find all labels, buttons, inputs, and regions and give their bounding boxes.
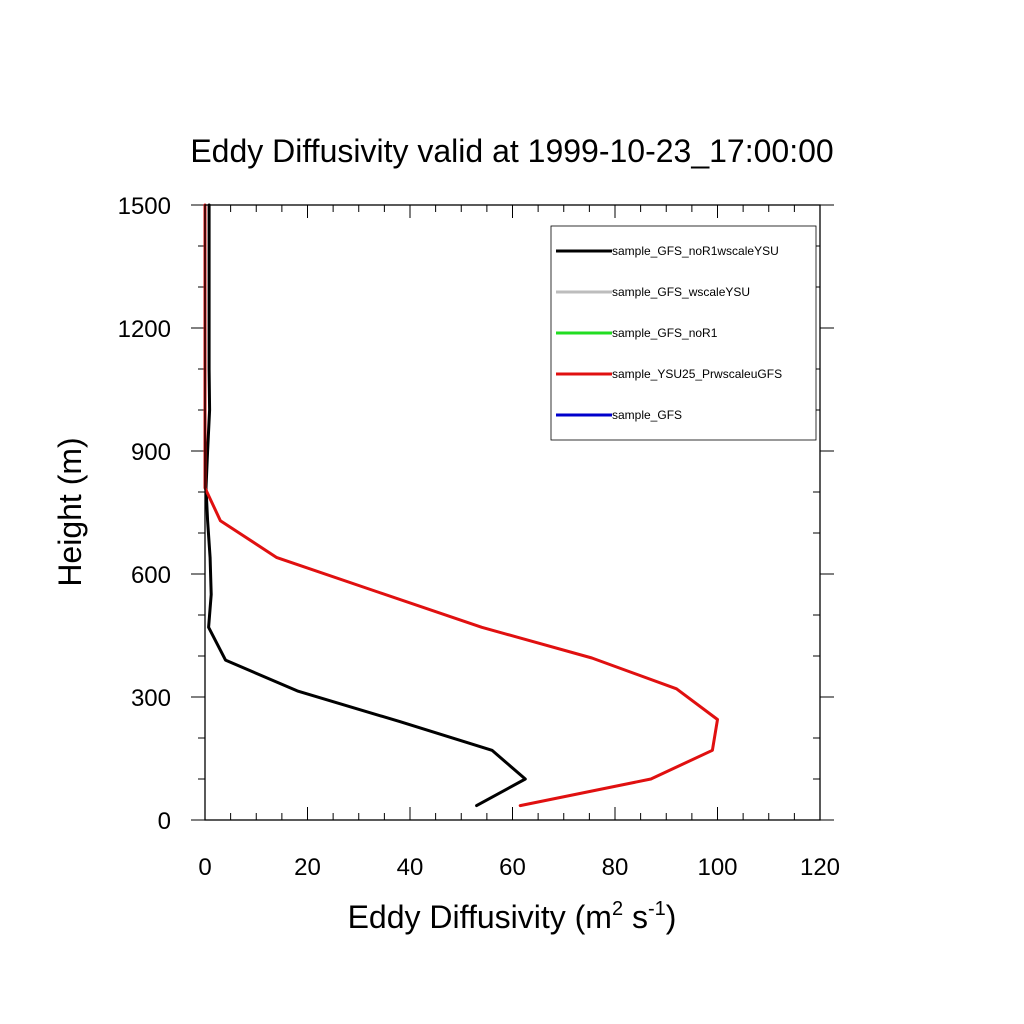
- x-tick-label: 100: [697, 854, 737, 881]
- x-axis-label-mid: s: [623, 899, 648, 935]
- series-line-sample_GFS_noR1wscaleYSU: [204, 203, 527, 808]
- x-tick-label: 0: [198, 854, 211, 881]
- y-tick-label: 1200: [118, 316, 171, 343]
- legend-label-sample_GFS_wscaleYSU: sample_GFS_wscaleYSU: [612, 285, 750, 299]
- ticks-layer: [191, 204, 834, 821]
- x-axis-label: Eddy Diffusivity (m2 s-1): [348, 898, 677, 935]
- x-tick-label: 80: [602, 854, 629, 881]
- y-tick-labels: 0 300 600 900 1200 1500: [118, 193, 171, 835]
- y-tick-label: 1500: [118, 193, 171, 220]
- x-axis-label-sup2: -1: [648, 898, 666, 920]
- x-tick-labels: 0 20 40 60 80 100 120: [198, 854, 840, 881]
- legend-label-sample_GFS_noR1wscaleYSU: sample_GFS_noR1wscaleYSU: [612, 244, 779, 258]
- plot-frame: [204, 204, 821, 821]
- x-tick-label: 60: [499, 854, 526, 881]
- x-axis-label-main: Eddy Diffusivity (m: [348, 899, 612, 935]
- legend-label-sample_GFS: sample_GFS: [612, 408, 682, 422]
- x-tick-label: 20: [294, 854, 321, 881]
- x-tick-label: 40: [397, 854, 424, 881]
- y-axis-label: Height (m): [52, 437, 88, 586]
- legend: sample_GFS_noR1wscaleYSU sample_GFS_wscal…: [550, 225, 817, 441]
- y-tick-label: 600: [131, 562, 171, 589]
- y-tick-label: 0: [158, 808, 171, 835]
- legend-label-sample_GFS_noR1: sample_GFS_noR1: [612, 326, 718, 340]
- y-tick-label: 900: [131, 439, 171, 466]
- x-axis-label-end: ): [666, 899, 677, 935]
- chart-title: Eddy Diffusivity valid at 1999-10-23_17:…: [190, 133, 833, 169]
- x-axis-label-sup1: 2: [612, 898, 623, 920]
- x-tick-label: 120: [800, 854, 840, 881]
- legend-label-sample_YSU25_PrwscaleuGFS: sample_YSU25_PrwscaleuGFS: [612, 367, 782, 381]
- legend-items: sample_GFS_noR1wscaleYSU sample_GFS_wscal…: [556, 244, 782, 422]
- y-tick-label: 300: [131, 685, 171, 712]
